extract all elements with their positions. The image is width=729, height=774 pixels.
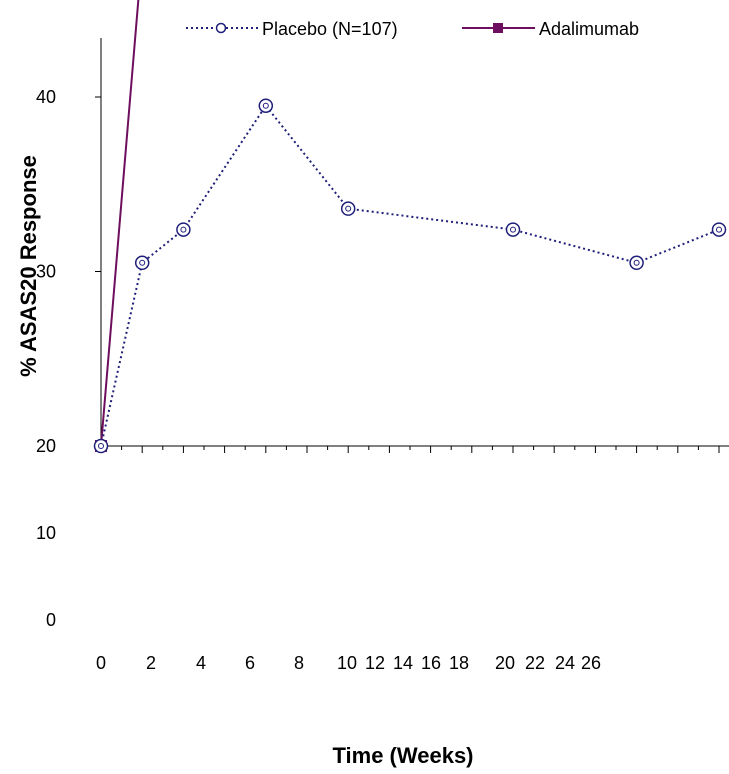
y-tick-label-30: 30	[36, 262, 56, 282]
legend: Placebo (N=107) Adalimumab	[186, 19, 639, 39]
series-line-placebo	[100, 104, 720, 447]
point-placebo-3	[258, 98, 274, 113]
series-line-adalimumab	[100, 0, 140, 447]
y-tick-label-0: 0	[46, 610, 56, 630]
legend-marker-placebo	[215, 22, 227, 34]
x-tick-label-26: 26	[581, 653, 601, 673]
point-inner-placebo-2	[180, 226, 187, 233]
point-inner-placebo-6	[633, 259, 640, 266]
x-tick-label-16: 16	[421, 653, 441, 673]
point-inner-placebo-3	[262, 102, 269, 109]
x-axis: 0 2 4 6 8 10 12 14 16 18 20 22 24 26	[96, 445, 729, 673]
y-tick-label-10: 10	[36, 523, 56, 543]
point-placebo-0	[93, 438, 109, 454]
point-placebo-5	[505, 222, 521, 237]
legend-item-adalimumab: Adalimumab	[462, 19, 639, 39]
series-layer	[93, 0, 727, 454]
legend-label-placebo: Placebo (N=107)	[262, 19, 398, 39]
y-axis-title: % ASAS20 Response	[16, 155, 41, 377]
x-tick-label-10: 10	[337, 653, 357, 673]
y-axis: 010203040506070	[36, 38, 102, 630]
point-inner-placebo-4	[345, 205, 352, 212]
point-inner-placebo-5	[510, 226, 516, 233]
point-placebo-6	[629, 255, 644, 271]
x-tick-label-24: 24	[555, 653, 575, 673]
point-inner-placebo-1	[139, 259, 146, 266]
point-inner-placebo-7	[716, 226, 722, 233]
point-placebo-2	[176, 222, 191, 237]
x-tick-label-6: 6	[245, 653, 255, 673]
x-axis-tick-labels: 0 2 4 6 8 10 12 14 16 18 20 22 24 26	[96, 653, 601, 673]
point-placebo-1	[134, 255, 150, 271]
x-tick-label-4: 4	[196, 653, 206, 673]
legend-label-adalimumab: Adalimumab	[539, 19, 639, 39]
y-tick-label-20: 20	[36, 436, 56, 456]
x-axis-ticks	[100, 446, 720, 453]
x-tick-label-22: 22	[525, 653, 545, 673]
x-tick-label-0: 0	[96, 653, 106, 673]
point-inner-placebo-0	[98, 443, 104, 449]
y-axis-ticks	[95, 96, 101, 447]
x-tick-label-8: 8	[294, 653, 304, 673]
x-tick-label-12: 12	[365, 653, 385, 673]
x-axis-title: Time (Weeks)	[332, 743, 473, 768]
y-axis-tick-labels: 010203040506070	[36, 87, 56, 630]
x-tick-label-20: 20	[495, 653, 515, 673]
x-tick-label-2: 2	[146, 653, 156, 673]
legend-marker-adalimumab	[493, 23, 503, 33]
x-tick-label-18: 18	[449, 653, 469, 673]
point-placebo-4	[340, 201, 356, 216]
y-tick-label-40: 40	[36, 87, 56, 107]
legend-item-placebo: Placebo (N=107)	[186, 19, 398, 39]
x-tick-label-14: 14	[393, 653, 413, 673]
point-placebo-7	[711, 222, 727, 237]
